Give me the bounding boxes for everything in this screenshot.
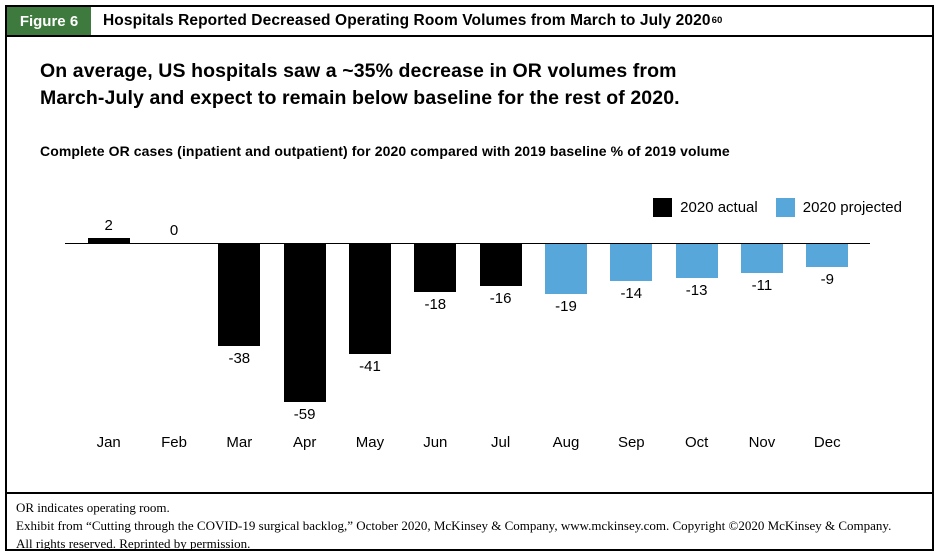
legend-label-projected: 2020 projected	[802, 199, 902, 216]
month-label-nov: Nov	[748, 434, 776, 451]
bar-slot-sep: -14	[599, 214, 664, 434]
legend-swatch-projected-icon	[775, 198, 795, 217]
chart-area: On average, US hospitals saw a ~35% decr…	[7, 37, 932, 492]
legend-item-projected: 2020 projected	[775, 198, 902, 217]
footnote-line-3: All rights reserved. Reprinted by permis…	[16, 536, 251, 549]
bar-slot-jun: -18	[403, 214, 468, 434]
bar-jul	[479, 243, 522, 287]
bar-value-aug: -19	[555, 298, 577, 316]
bar-slot-dec: -9	[795, 214, 860, 434]
bar-value-feb: 0	[169, 222, 179, 239]
bar-may	[348, 243, 391, 354]
month-label-jun: Jun	[423, 434, 448, 451]
bar-value-sep: -14	[620, 284, 643, 302]
bar-oct	[675, 243, 718, 279]
bar-jan	[87, 237, 130, 243]
month-label-jul: Jul	[491, 434, 511, 451]
bar-slot-oct: -13	[664, 214, 729, 434]
bar-aug	[544, 243, 587, 295]
bar-chart: 2 0 -38 -59 -41 -18 -16 -19 -14 -13 -11 -9	[65, 214, 870, 434]
legend-swatch-actual-icon	[653, 198, 673, 217]
bar-value-jun: -18	[424, 295, 447, 313]
bars-row: 2 0 -38 -59 -41 -18 -16 -19 -14 -13 -11 -9	[76, 214, 860, 434]
bar-value-nov: -11	[751, 276, 773, 294]
month-label-may: May	[355, 434, 385, 451]
bar-value-oct: -13	[685, 282, 708, 300]
bar-slot-apr: -59	[272, 214, 337, 434]
bar-apr	[283, 243, 326, 403]
bar-slot-jan: 2	[76, 214, 141, 434]
bar-value-mar: -38	[228, 349, 251, 367]
bar-value-may: -41	[359, 357, 381, 375]
headline: On average, US hospitals saw a ~35% decr…	[40, 58, 680, 112]
bar-slot-nov: -11	[729, 214, 794, 434]
bar-slot-may: -41	[337, 214, 402, 434]
bar-sep	[610, 243, 653, 281]
bar-slot-feb: 0	[141, 214, 206, 434]
footnote-line-2: Exhibit from “Cutting through the COVID-…	[16, 518, 892, 533]
month-label-dec: Dec	[813, 434, 841, 451]
figure-footnotes: OR indicates operating room. Exhibit fro…	[7, 492, 932, 549]
chart-legend: 2020 actual 2020 projected	[653, 198, 902, 217]
figure-number-label: Figure 6	[7, 7, 91, 35]
headline-line-1: On average, US hospitals saw a ~35% decr…	[40, 60, 677, 82]
legend-label-actual: 2020 actual	[680, 199, 758, 216]
bar-dec	[806, 243, 849, 268]
month-label-mar: Mar	[226, 434, 253, 451]
bar-jun	[414, 243, 457, 292]
footnote-line-1: OR indicates operating room.	[16, 500, 170, 515]
legend-item-actual: 2020 actual	[653, 198, 758, 217]
month-label-sep: Sep	[617, 434, 645, 451]
headline-line-2: March-July and expect to remain below ba…	[40, 87, 680, 109]
month-label-aug: Aug	[552, 434, 580, 451]
figure-title-text: Hospitals Reported Decreased Operating R…	[103, 12, 711, 29]
chart-subtitle: Complete OR cases (inpatient and outpati…	[40, 143, 730, 159]
bar-slot-aug: -19	[533, 214, 598, 434]
bar-value-dec: -9	[820, 271, 834, 289]
bar-value-apr: -59	[293, 406, 316, 424]
month-labels-row: Jan Feb Mar Apr May Jun Jul Aug Sep Oct Nov Dec	[76, 434, 860, 451]
month-label-oct: Oct	[684, 434, 709, 451]
month-label-jan: Jan	[96, 434, 121, 451]
bar-nov	[740, 243, 783, 273]
bar-mar	[218, 243, 261, 346]
bar-slot-mar: -38	[207, 214, 272, 434]
bar-slot-jul: -16	[468, 214, 533, 434]
figure-panel: Figure 6 Hospitals Reported Decreased Op…	[5, 5, 934, 551]
zero-baseline	[65, 243, 870, 244]
figure-title: Hospitals Reported Decreased Operating R…	[103, 12, 723, 29]
month-label-feb: Feb	[161, 434, 187, 451]
month-label-apr: Apr	[292, 434, 317, 451]
figure-header: Figure 6 Hospitals Reported Decreased Op…	[7, 7, 932, 37]
bar-value-jul: -16	[489, 290, 512, 308]
bar-value-jan: 2	[104, 216, 113, 234]
